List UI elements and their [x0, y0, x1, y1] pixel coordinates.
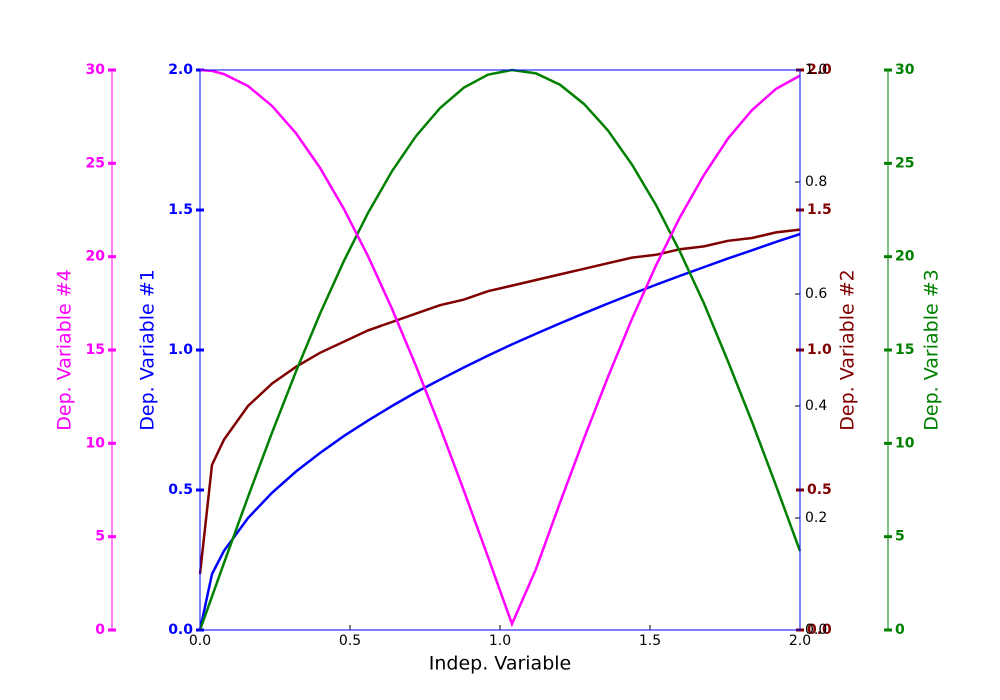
y-tick-label: 30 [895, 62, 915, 78]
y-tick-label: 15 [895, 342, 914, 358]
x-tick-label: 0.5 [339, 633, 361, 649]
x-axis-label: Indep. Variable [429, 653, 571, 675]
y-axis-label: Dep. Variable #1 [137, 269, 159, 430]
x-tick-label: 1.0 [489, 633, 511, 649]
y-tick-label: 25 [895, 155, 914, 171]
y-tick-label: 1.5 [807, 202, 832, 218]
y-tick-label: 5 [95, 529, 105, 545]
y-tick-label: 2.0 [168, 62, 193, 78]
y-tick-label: 1.0 [168, 342, 193, 358]
series-line [198, 68, 802, 631]
y-tick-label: 30 [86, 62, 106, 78]
x-tick-label: 2.0 [789, 633, 811, 649]
y-tick-label: 5 [895, 529, 905, 545]
y-tick-label: 15 [86, 342, 105, 358]
series-line [199, 68, 801, 628]
y-tick-label: 1.0 [807, 342, 832, 358]
y-tick-label: 0.8 [805, 174, 827, 190]
y-tick-label: 0 [895, 622, 905, 638]
x-tick-label: 1.5 [639, 633, 661, 649]
x-tick-label: 0.0 [189, 633, 211, 649]
y-tick-label: 20 [86, 249, 106, 265]
y-tick-label: 10 [86, 435, 106, 451]
y-tick-label: 20 [895, 249, 915, 265]
y-tick-label: 0.0 [168, 622, 193, 638]
y-tick-label: 0.0 [805, 622, 827, 638]
plot-frame [199, 69, 801, 631]
y-tick-label: 0.5 [807, 482, 832, 498]
y-tick-label: 1.5 [168, 202, 193, 218]
y-tick-label: 0.0 [807, 622, 832, 638]
y-tick-label: 25 [86, 155, 105, 171]
y-tick-label: 0.6 [805, 286, 827, 302]
series-line [198, 232, 801, 631]
y-axis-label: Dep. Variable #4 [54, 269, 76, 430]
y-tick-label: 1.0 [805, 62, 827, 78]
y-tick-label: 0.4 [805, 398, 827, 414]
y-tick-label: 2.0 [807, 62, 832, 78]
y-tick-label: 0.2 [805, 510, 827, 526]
y-axis-label: Dep. Variable #2 [837, 269, 859, 430]
y-tick-label: 10 [895, 435, 915, 451]
y-tick-label: 0.5 [168, 482, 193, 498]
series-line [198, 228, 801, 575]
y-axis-label: Dep. Variable #3 [921, 269, 943, 430]
y-tick-label: 0 [95, 622, 105, 638]
